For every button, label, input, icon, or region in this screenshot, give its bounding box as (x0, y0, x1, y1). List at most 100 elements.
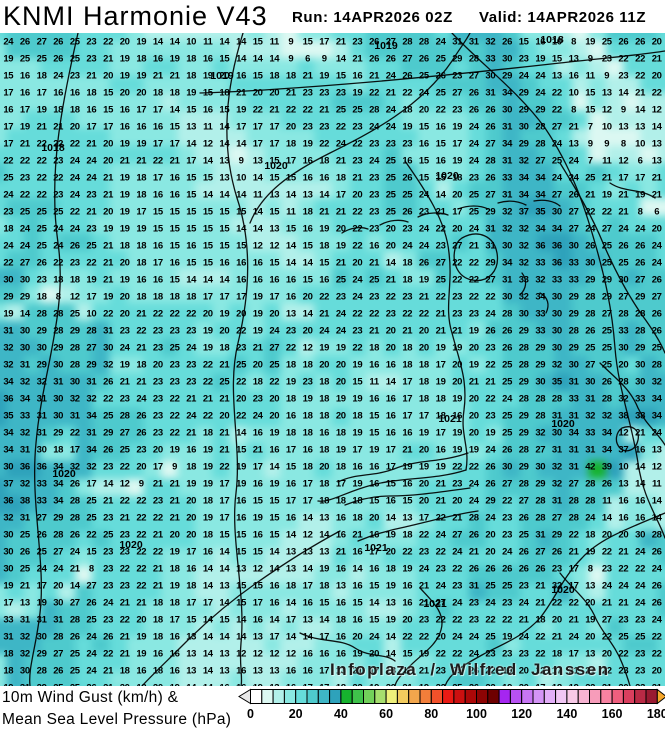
gust-value: 21 (535, 580, 545, 591)
gust-value: 20 (369, 512, 379, 523)
gust-value: 13 (319, 512, 329, 523)
gust-value: 31 (552, 495, 562, 506)
gust-value: 19 (170, 580, 180, 591)
gust-value: 16 (303, 223, 313, 234)
gust-value: 20 (136, 614, 146, 625)
gust-value: 19 (319, 70, 329, 81)
gust-value: 12 (286, 648, 296, 659)
gust-value: 33 (535, 308, 545, 319)
gust-value: 16 (153, 648, 163, 659)
gust-value: 21 (618, 546, 628, 557)
gust-value: 23 (635, 648, 645, 659)
gust-value: 27 (602, 308, 612, 319)
gust-value: 22 (452, 461, 462, 472)
gust-value: 15 (203, 223, 213, 234)
gust-value: 26 (37, 257, 47, 268)
gust-value: 18 (153, 614, 163, 625)
gust-value: 13 (269, 682, 279, 686)
gust-value: 16 (253, 529, 263, 540)
gust-value: 37 (618, 444, 628, 455)
gust-value: 19 (502, 665, 512, 676)
gust-value: 22 (103, 393, 113, 404)
gust-value: 32 (70, 393, 80, 404)
gust-value: 32 (585, 410, 595, 421)
gust-value: 15 (269, 206, 279, 217)
gust-value: 18 (153, 291, 163, 302)
gust-value: 23 (153, 342, 163, 353)
gust-value: 17 (303, 682, 313, 686)
gust-value: 17 (569, 563, 579, 574)
gust-value: 12 (269, 240, 279, 251)
gust-value: 20 (386, 342, 396, 353)
gust-value: 16 (269, 597, 279, 608)
gust-value: 17 (70, 444, 80, 455)
gust-value: 26 (602, 478, 612, 489)
gust-value: 19 (452, 444, 462, 455)
colorbar-segment (645, 689, 658, 704)
gust-value: 16 (136, 665, 146, 676)
gust-value: 14 (186, 682, 196, 686)
gust-value: 19 (303, 393, 313, 404)
gust-value: 27 (53, 546, 63, 557)
colorbar-segment (250, 689, 263, 704)
gust-value: 29 (53, 342, 63, 353)
gust-value: 32 (652, 376, 662, 387)
gust-value: 27 (535, 546, 545, 557)
gust-value: 19 (103, 291, 113, 302)
gust-value: 22 (53, 257, 63, 268)
gust-value: 19 (452, 155, 462, 166)
gust-value: 30 (20, 342, 30, 353)
gust-value: 32 (20, 648, 30, 659)
gust-value: 23 (352, 36, 362, 47)
gust-value: 9 (288, 53, 293, 64)
gust-value: 31 (535, 529, 545, 540)
gust-value: 29 (519, 325, 529, 336)
gust-value: 19 (136, 36, 146, 47)
gust-value: 24 (519, 70, 529, 81)
colorbar-tick: 140 (556, 707, 577, 721)
gust-value: 26 (502, 325, 512, 336)
gust-value: 28 (86, 325, 96, 336)
gust-value: 20 (386, 546, 396, 557)
colorbar-tick: 120 (511, 707, 532, 721)
gust-value: 26 (635, 36, 645, 47)
gust-value: 34 (3, 444, 13, 455)
gust-value: 26 (569, 189, 579, 200)
gust-value: 30 (502, 53, 512, 64)
gust-value: 17 (153, 138, 163, 149)
gust-value: 25 (436, 274, 446, 285)
gust-value: 13 (286, 308, 296, 319)
gust-value: 24 (86, 631, 96, 642)
gust-value: 24 (352, 291, 362, 302)
gust-value: 26 (469, 682, 479, 686)
gust-value: 23 (519, 53, 529, 64)
gust-value: 16 (253, 614, 263, 625)
gust-value: 24 (419, 189, 429, 200)
gust-value: 21 (552, 631, 562, 642)
gust-value: 17 (336, 189, 346, 200)
gust-value: 16 (303, 172, 313, 183)
gust-value: 27 (535, 155, 545, 166)
gust-value: 30 (20, 325, 30, 336)
gust-value: 26 (502, 36, 512, 47)
gust-value: 29 (20, 291, 30, 302)
gust-value: 16 (319, 172, 329, 183)
gust-value: 20 (618, 682, 628, 686)
gust-value: 28 (569, 495, 579, 506)
gust-value: 29 (37, 359, 47, 370)
gust-value: 21 (618, 189, 628, 200)
gust-value: 24 (618, 580, 628, 591)
gust-value: 21 (86, 206, 96, 217)
gust-value: 19 (86, 274, 96, 285)
gust-value: 18 (352, 410, 362, 421)
gust-value: 20 (219, 410, 229, 421)
gust-value: 13 (269, 189, 279, 200)
gust-value: 15 (219, 104, 229, 115)
pressure-label: 1018 (41, 142, 64, 154)
gust-value: 33 (535, 325, 545, 336)
gust-value: 24 (3, 36, 13, 47)
gust-value: 26 (103, 631, 113, 642)
gust-value: 22 (635, 70, 645, 81)
gust-value: 13 (286, 563, 296, 574)
gust-value: 14 (286, 257, 296, 268)
